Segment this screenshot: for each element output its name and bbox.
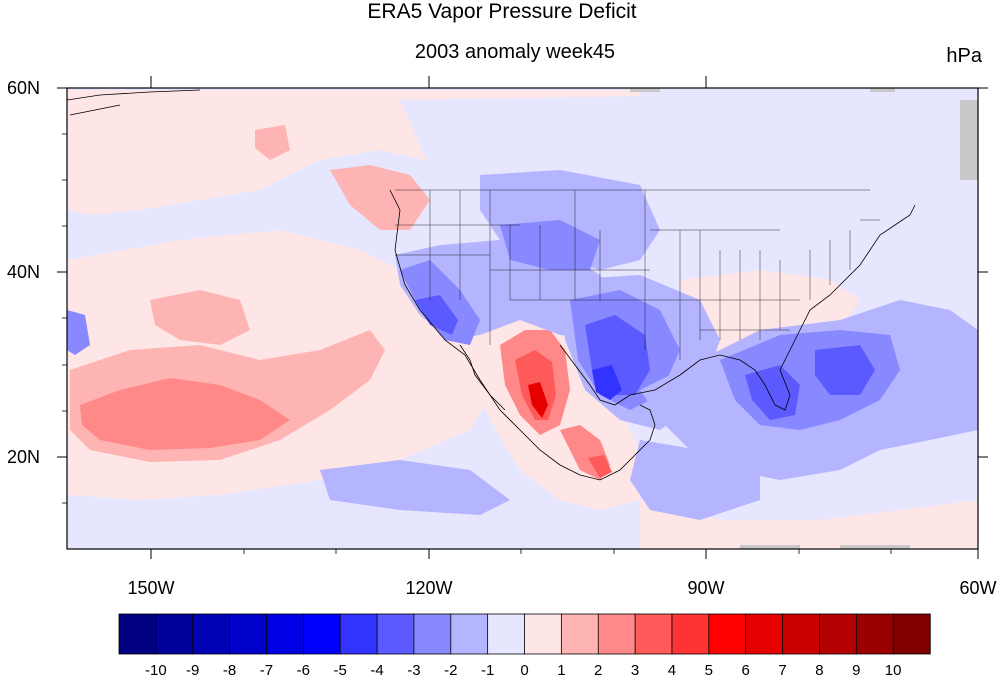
colorbar-swatch	[819, 613, 857, 655]
colorbar-swatch	[524, 613, 563, 655]
colorbar-tick-label: -9	[186, 662, 200, 679]
colorbar-tick-label: 1	[557, 662, 566, 679]
colorbar-tick-label: 6	[741, 662, 750, 679]
anomaly-neg-texas-peak	[592, 365, 622, 400]
map-frame	[66, 87, 979, 550]
lat-label-20n: 20N	[6, 447, 40, 467]
minor-ticks	[62, 133, 892, 554]
colorbar-swatch	[266, 613, 305, 655]
colorbar-swatch	[782, 613, 821, 655]
colorbar-tick-label: 5	[704, 662, 713, 679]
colorbar-tick-label: -1	[480, 662, 495, 679]
missing-data-strip	[630, 88, 660, 92]
colorbar-swatch	[487, 613, 526, 655]
colorbar	[118, 613, 931, 655]
chart-subtitle: 2003 anomaly week45	[414, 41, 616, 63]
colorbar-tick-label: 9	[852, 662, 861, 679]
colorbar-swatch	[339, 613, 378, 655]
anomaly-neg-west-edge	[67, 310, 90, 355]
anomaly-pos-pacific-blob	[150, 290, 250, 345]
colorbar-tick-label: 2	[594, 662, 603, 679]
map-field	[67, 88, 978, 549]
anomaly-pos-pacific-nw	[330, 165, 430, 230]
anomaly-pos-hawaii-core	[80, 378, 290, 450]
anomaly-pos-nw-mexico-peak	[528, 382, 548, 418]
colorbar-swatch	[708, 613, 747, 655]
coastlines	[67, 89, 916, 481]
chart-title: ERA5 Vapor Pressure Deficit	[367, 0, 637, 23]
colorbar-tick-label: 0	[520, 662, 529, 679]
colorbar-swatch	[560, 613, 599, 655]
colorbar-swatch	[302, 613, 341, 655]
colorbar-tick-label: -3	[407, 662, 421, 679]
colorbar-tick-label: -8	[222, 662, 237, 679]
lon-label-150w: 150W	[127, 578, 175, 598]
missing-data-strip	[960, 100, 978, 180]
colorbar-swatch	[892, 613, 931, 655]
anomaly-pos-alaska-strip	[255, 125, 290, 160]
lat-label-40n: 40N	[6, 262, 40, 282]
colorbar-tick-label: -7	[259, 662, 274, 679]
colorbar-swatch	[376, 613, 415, 655]
colorbar-tick-label: 8	[815, 662, 824, 679]
colorbar-tick-label: 10	[884, 662, 902, 679]
colorbar-tick-label: 3	[630, 662, 640, 679]
missing-data-strip	[840, 545, 910, 549]
colorbar-swatch	[855, 613, 894, 655]
anomaly-pos-south-mexico-core	[588, 455, 612, 478]
colorbar-swatch	[597, 613, 636, 655]
colorbar-swatch	[634, 613, 673, 655]
colorbar-swatch	[229, 613, 268, 655]
colorbar-swatch	[192, 613, 231, 655]
colorbar-swatch	[413, 613, 452, 655]
anomaly-neg-atlantic-core	[815, 345, 875, 395]
axis-ticks	[57, 76, 988, 559]
state-boundaries	[395, 189, 880, 360]
units-label: hPa	[946, 45, 982, 67]
colorbar-tick-label: -2	[444, 662, 458, 679]
missing-data-strip	[870, 88, 895, 92]
colorbar-tick-label: -5	[333, 662, 347, 679]
colorbar-swatch	[118, 613, 157, 655]
colorbar-swatch	[155, 613, 194, 655]
anomaly-neg-socal-core	[415, 295, 458, 335]
lon-label-120w: 120W	[405, 578, 453, 598]
colorbar-tick-label: -6	[296, 662, 310, 679]
colorbar-tick-label: -10	[145, 662, 167, 679]
colorbar-tick-label: 4	[667, 662, 677, 679]
colorbar-swatch	[450, 613, 489, 655]
anomaly-neg-caribbean	[630, 440, 760, 520]
colorbar-swatch	[671, 613, 710, 655]
anomaly-neg-pacific-south	[320, 460, 510, 515]
colorbar-tick-label: 7	[778, 662, 787, 679]
lat-label-60n: 60N	[6, 78, 40, 98]
colorbar-swatch	[745, 613, 784, 655]
anomaly-pos-caribbean	[640, 500, 978, 549]
colorbar-tick-label: -4	[370, 662, 384, 679]
lon-label-90w: 90W	[687, 578, 725, 598]
missing-data-strip	[740, 545, 800, 549]
lon-label-60w: 60W	[959, 578, 997, 598]
